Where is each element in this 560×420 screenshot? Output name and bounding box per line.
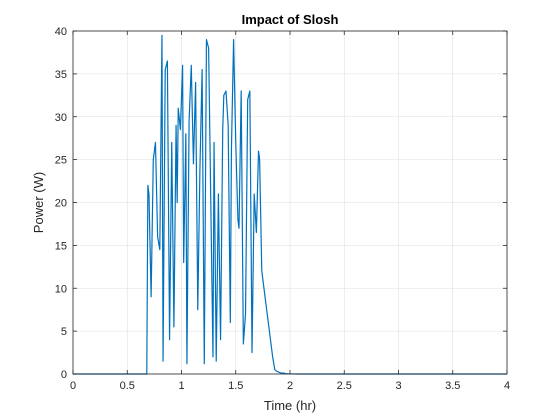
y-tick-label: 35	[55, 69, 67, 81]
x-axis-label: Time (hr)	[264, 398, 316, 413]
x-tick-label: 0.5	[120, 380, 135, 392]
y-tick-label: 10	[55, 283, 67, 295]
y-axis: 0 5 10 15 20 25 30 35 40	[55, 26, 507, 381]
y-tick-label: 15	[55, 240, 67, 252]
y-tick-label: 20	[55, 198, 67, 210]
y-tick-label: 5	[61, 326, 67, 338]
x-tick-label: 3	[395, 380, 401, 392]
x-tick-label: 2	[287, 380, 293, 392]
y-axis-label: Power (W)	[31, 172, 46, 233]
x-tick-label: 2.5	[337, 380, 352, 392]
grid	[72, 30, 508, 375]
y-tick-label: 30	[55, 112, 67, 124]
series-line	[73, 34, 507, 375]
chart-title: Impact of Slosh	[242, 12, 339, 27]
x-tick-label: 1.5	[228, 380, 243, 392]
y-tick-label: 40	[55, 26, 67, 38]
series-layer	[73, 34, 507, 375]
x-tick-label: 4	[504, 380, 510, 392]
y-tick-label: 25	[55, 155, 67, 167]
x-tick-label: 3.5	[445, 380, 460, 392]
x-axis: 0 0.5 1 1.5 2 2.5 3 3.5 4	[70, 31, 510, 392]
x-tick-label: 0	[70, 380, 76, 392]
x-tick-label: 1	[178, 380, 184, 392]
y-tick-label: 0	[61, 369, 67, 381]
